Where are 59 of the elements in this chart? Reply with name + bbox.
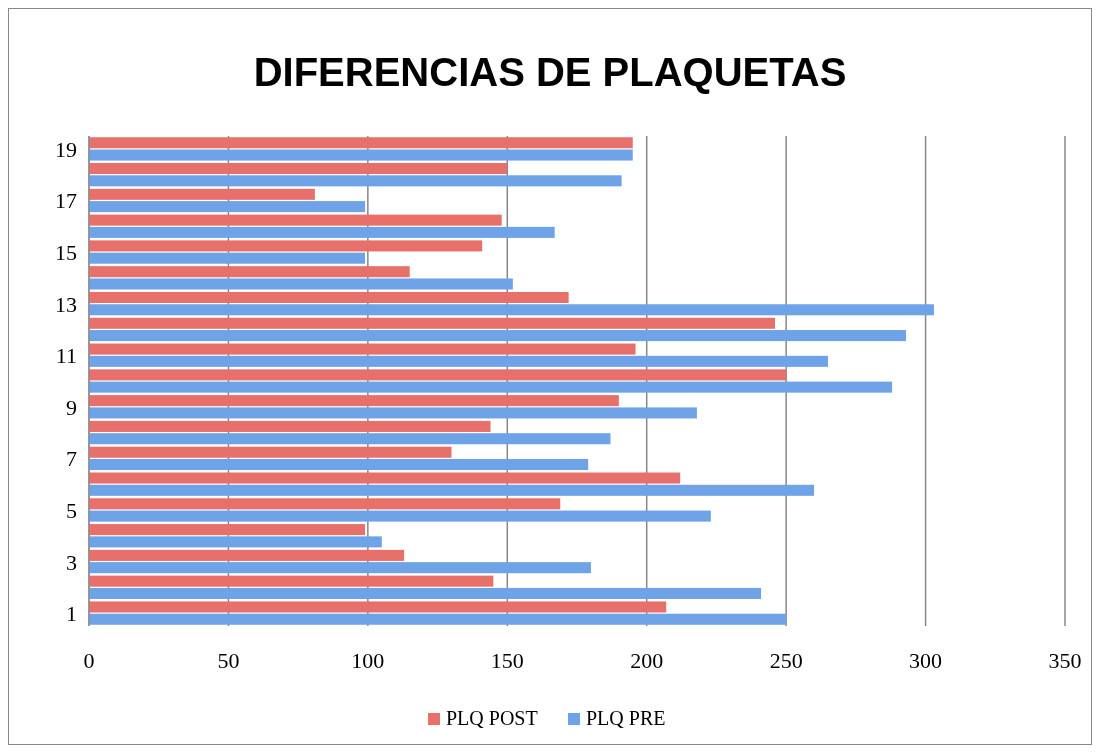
bar [89,549,405,561]
bar [89,252,366,264]
y-tick-label: 11 [55,343,77,369]
bar [89,149,633,161]
bar [89,278,513,290]
bar [89,226,555,238]
bar [89,137,633,149]
legend-label: PLQ PRE [586,707,666,729]
bar [89,458,589,471]
bar [89,291,569,304]
bar [89,395,619,407]
legend-label: PLQ POST [446,707,538,729]
bar [89,562,591,574]
bar [89,381,893,393]
bar [89,433,611,445]
bar [89,587,762,599]
bar [89,317,775,329]
bar [89,304,934,316]
bar [89,420,491,432]
bar [89,510,711,522]
x-tick-label: 300 [909,648,943,673]
y-tick-label: 7 [66,446,77,472]
bar [89,575,494,587]
bar [89,188,315,200]
bar [89,613,787,625]
bar [89,163,508,175]
y-tick-label: 3 [66,549,77,575]
bar [89,524,366,536]
bar [89,175,622,187]
bar [89,407,697,419]
y-tick-label: 5 [66,497,77,523]
bar [89,601,667,613]
bar [89,343,636,355]
x-tick-label: 350 [1048,648,1082,673]
x-tick-label: 0 [83,648,95,673]
x-tick-label: 250 [769,648,803,673]
y-tick-label: 13 [55,291,77,317]
bar [89,369,787,381]
bar [89,484,815,496]
x-tick-label: 150 [490,648,524,673]
y-tick-label: 15 [55,240,77,266]
y-tick-label: 1 [66,601,77,627]
x-tick-label: 50 [217,648,240,673]
chart-title: DIFERENCIAS DE PLAQUETAS [253,50,847,94]
bar [89,472,681,484]
y-tick-label: 17 [55,188,77,214]
bar [89,201,366,213]
y-tick-label: 9 [66,394,77,420]
bar [89,446,452,458]
y-tick-label: 19 [55,136,77,162]
bar [89,266,410,278]
bar [89,214,502,226]
bar [89,498,561,510]
x-tick-label: 200 [630,648,664,673]
bar [89,355,828,367]
bar [89,536,382,548]
bar [89,240,483,252]
x-tick-label: 100 [351,648,385,673]
bar [89,330,907,342]
